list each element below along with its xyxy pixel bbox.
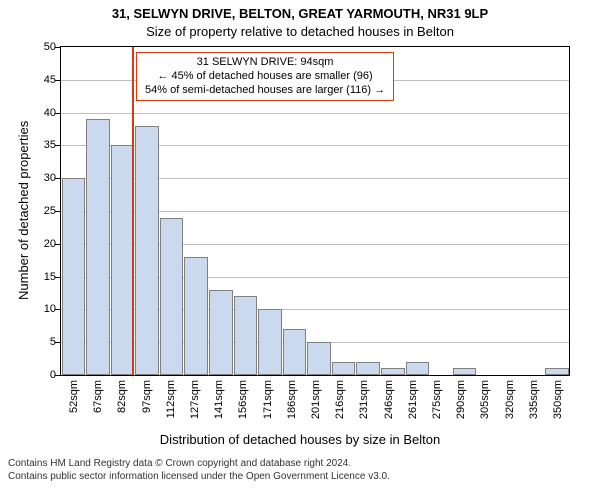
x-tick-label: 261sqm [407, 380, 419, 419]
reference-line [132, 47, 134, 375]
annotation-box: 31 SELWYN DRIVE: 94sqm ← 45% of detached… [136, 52, 394, 101]
histogram-bar [332, 362, 356, 375]
histogram-bar [545, 368, 569, 375]
histogram-bar [135, 126, 159, 375]
y-tick-label: 30 [36, 172, 56, 184]
histogram-bar [111, 145, 135, 375]
histogram-plot: 31 SELWYN DRIVE: 94sqm ← 45% of detached… [60, 46, 570, 376]
x-tick-label: 127sqm [189, 380, 201, 419]
x-tick-label: 141sqm [213, 380, 225, 419]
histogram-bar [356, 362, 380, 375]
histogram-bar [307, 342, 331, 375]
y-tick-label: 5 [36, 336, 56, 348]
x-tick-label: 52sqm [68, 380, 80, 413]
histogram-bar [453, 368, 477, 375]
histogram-bar [381, 368, 405, 375]
x-tick-label: 246sqm [383, 380, 395, 419]
x-tick-label: 201sqm [310, 380, 322, 419]
x-tick-label: 290sqm [455, 380, 467, 419]
x-tick-label: 320sqm [504, 380, 516, 419]
x-tick-label: 186sqm [286, 380, 298, 419]
page-title-address: 31, SELWYN DRIVE, BELTON, GREAT YARMOUTH… [0, 6, 600, 21]
histogram-bar [62, 178, 86, 375]
x-tick-label: 335sqm [528, 380, 540, 419]
y-tick-label: 40 [36, 107, 56, 119]
x-tick-label: 112sqm [165, 380, 177, 418]
y-tick-label: 45 [36, 74, 56, 86]
y-tick-label: 25 [36, 205, 56, 217]
x-tick-label: 305sqm [479, 380, 491, 419]
y-tick-label: 35 [36, 139, 56, 151]
y-axis-title: Number of detached properties [16, 121, 31, 300]
x-tick-label: 275sqm [431, 380, 443, 419]
x-axis-title: Distribution of detached houses by size … [0, 432, 600, 447]
histogram-bar [406, 362, 430, 375]
y-tick-label: 15 [36, 271, 56, 283]
footer-copyright-2: Contains public sector information licen… [8, 471, 390, 482]
y-tick-label: 50 [36, 41, 56, 53]
annotation-line1: 31 SELWYN DRIVE: 94sqm [145, 56, 385, 70]
x-tick-label: 350sqm [552, 380, 564, 419]
x-tick-label: 82sqm [116, 380, 128, 413]
histogram-bar [160, 218, 184, 375]
y-tick-label: 20 [36, 238, 56, 250]
x-tick-label: 67sqm [92, 380, 104, 413]
footer-copyright-1: Contains HM Land Registry data © Crown c… [8, 458, 351, 469]
histogram-bar [258, 309, 282, 375]
x-tick-label: 231sqm [358, 380, 370, 419]
page-title-subtitle: Size of property relative to detached ho… [0, 24, 600, 39]
histogram-bar [234, 296, 258, 375]
histogram-bar [86, 119, 110, 375]
histogram-bar [209, 290, 233, 375]
y-tick-label: 0 [36, 369, 56, 381]
histogram-bar [184, 257, 208, 375]
x-tick-label: 156sqm [237, 380, 249, 419]
annotation-line2: ← 45% of detached houses are smaller (96… [145, 70, 385, 84]
y-tick-label: 10 [36, 303, 56, 315]
x-tick-label: 97sqm [141, 380, 153, 413]
histogram-bar [283, 329, 307, 375]
annotation-line3: 54% of semi-detached houses are larger (… [145, 84, 385, 98]
x-tick-label: 216sqm [334, 380, 346, 419]
x-tick-label: 171sqm [262, 380, 274, 419]
